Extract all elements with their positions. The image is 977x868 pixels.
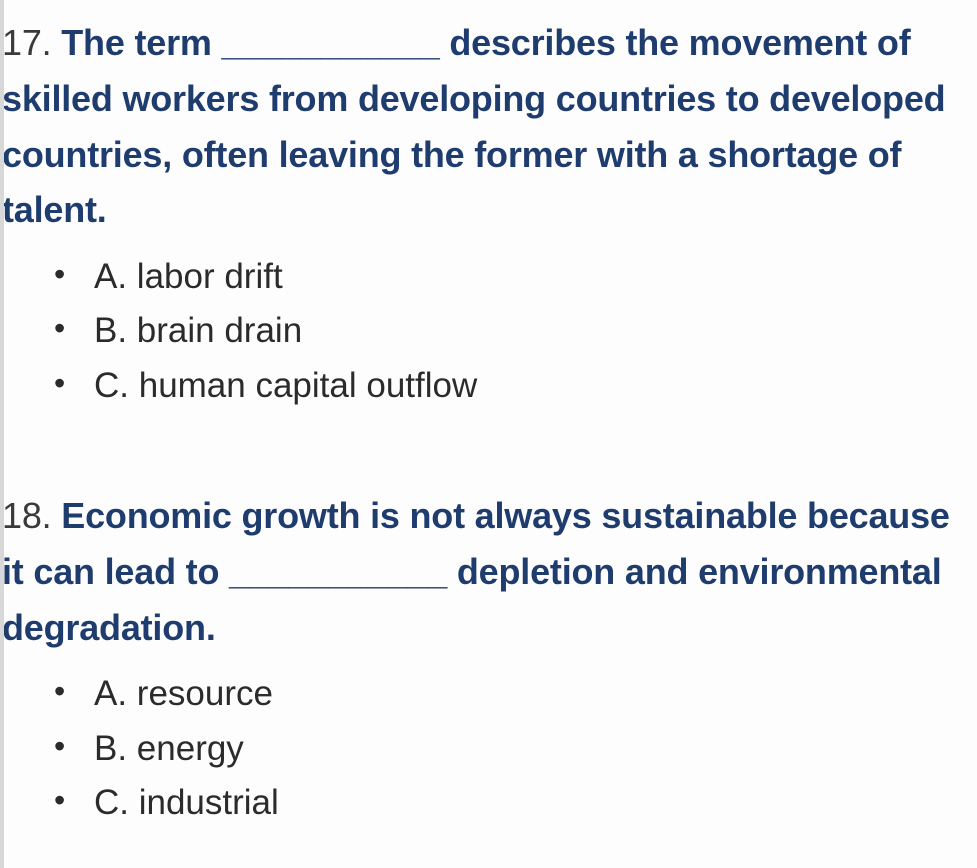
option-item: A. resource [54, 667, 975, 721]
question-body: Economic growth is not always sustainabl… [2, 495, 950, 648]
option-item: C. industrial [54, 776, 975, 830]
question-number: 17. [2, 22, 51, 63]
option-item: A. labor drift [54, 250, 975, 304]
question-block-17: 17. The term ___________ describes the m… [2, 15, 975, 413]
question-text: 18. Economic growth is not always sustai… [2, 488, 975, 655]
question-body: The term ___________ describes the movem… [2, 22, 945, 230]
question-text: 17. The term ___________ describes the m… [2, 15, 975, 238]
options-list: A. resource B. energy C. industrial [2, 667, 975, 830]
option-item: C. human capital outflow [54, 359, 975, 413]
question-block-18: 18. Economic growth is not always sustai… [2, 488, 975, 830]
option-item: B. brain drain [54, 304, 975, 358]
option-item: B. energy [54, 722, 975, 776]
options-list: A. labor drift B. brain drain C. human c… [2, 250, 975, 413]
question-number: 18. [2, 495, 51, 536]
